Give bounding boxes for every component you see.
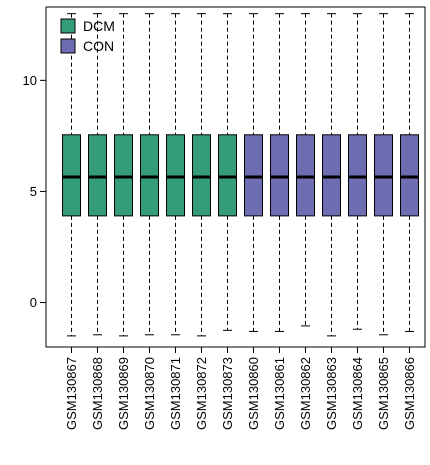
box-GSM130872 — [192, 13, 211, 337]
x-axis: GSM130867 GSM130868 GSM130869 GSM130870 GSM1… — [64, 346, 417, 430]
box-GSM130868 — [88, 13, 107, 336]
legend-label-dcm: DCM — [83, 18, 115, 34]
box-body — [166, 134, 185, 217]
box-GSM130870 — [140, 13, 159, 336]
box-body — [192, 134, 211, 217]
box-body — [244, 134, 263, 217]
box-GSM130862 — [296, 13, 315, 327]
boxes-layer — [62, 13, 419, 337]
x-tick-label: GSM130862 — [298, 357, 313, 430]
box-body — [400, 134, 419, 217]
box-body — [270, 134, 289, 217]
box-GSM130860 — [244, 13, 263, 332]
y-tick-label: 0 — [30, 295, 37, 310]
box-body — [62, 134, 81, 217]
x-tick-label: GSM130863 — [324, 357, 339, 430]
x-tick-label: GSM130860 — [246, 357, 261, 430]
x-tick-label: GSM130869 — [116, 357, 131, 430]
box-GSM130865 — [374, 13, 393, 336]
box-GSM130863 — [322, 13, 341, 337]
x-tick-label: GSM130873 — [220, 357, 235, 430]
box-GSM130861 — [270, 13, 289, 332]
box-GSM130867 — [62, 13, 81, 337]
box-GSM130871 — [166, 13, 185, 336]
box-body — [296, 134, 315, 217]
box-body — [374, 134, 393, 217]
y-axis: 0 5 10 — [23, 73, 47, 310]
box-GSM130864 — [348, 13, 367, 330]
x-tick-label: GSM130872 — [194, 357, 209, 430]
box-body — [322, 134, 341, 217]
x-tick-label: GSM130871 — [168, 357, 183, 430]
legend-label-con: CON — [83, 38, 114, 54]
legend: DCM CON — [60, 18, 115, 54]
y-tick-label: 5 — [30, 184, 37, 199]
x-tick-label: GSM130870 — [142, 357, 157, 430]
x-tick-label: GSM130865 — [376, 357, 391, 430]
x-tick-label: GSM130861 — [272, 357, 287, 430]
box-GSM130866 — [400, 13, 419, 332]
x-tick-label: GSM130866 — [402, 357, 417, 430]
box-GSM130873 — [218, 13, 237, 331]
y-tick-label: 10 — [23, 73, 37, 88]
box-GSM130869 — [114, 13, 133, 337]
box-body — [140, 134, 159, 217]
box-body — [114, 134, 133, 217]
legend-swatch-dcm — [60, 18, 76, 34]
box-body — [218, 134, 237, 217]
x-tick-label: GSM130868 — [90, 357, 105, 430]
x-tick-label: GSM130867 — [64, 357, 79, 430]
x-tick-label: GSM130864 — [350, 357, 365, 430]
box-body — [88, 134, 107, 217]
box-body — [348, 134, 367, 217]
legend-swatch-con — [60, 38, 76, 54]
